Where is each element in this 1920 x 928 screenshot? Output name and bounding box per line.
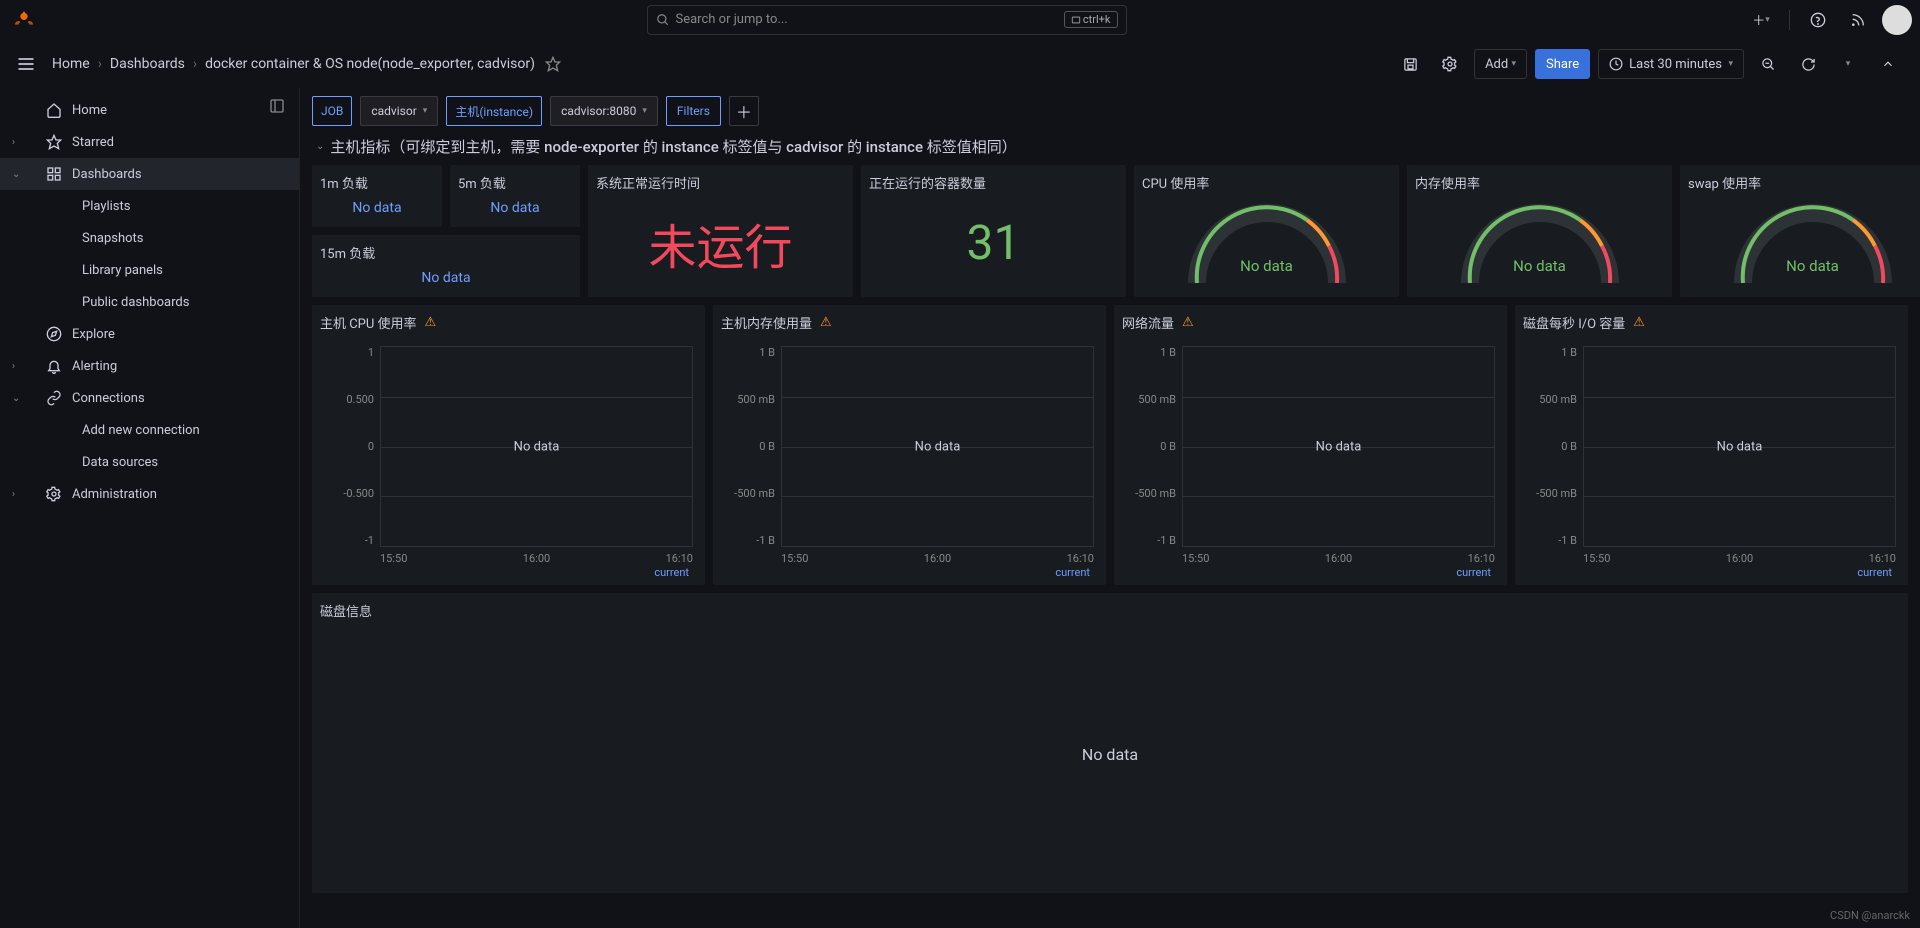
chart-legend[interactable]: current <box>1857 566 1892 579</box>
sidebar: Home›Starred⌄DashboardsPlaylistsSnapshot… <box>0 88 300 928</box>
main-content: JOB cadvisor▾ 主机(instance) cadvisor:8080… <box>300 88 1920 928</box>
refresh-dropdown[interactable]: ▾ <box>1832 48 1864 80</box>
link-icon <box>46 390 64 406</box>
sidebar-item-data-sources[interactable]: Data sources <box>0 446 299 478</box>
settings-icon[interactable] <box>1434 48 1466 80</box>
time-range-picker[interactable]: Last 30 minutes ▾ <box>1598 49 1744 79</box>
sidebar-item-library-panels[interactable]: Library panels <box>0 254 299 286</box>
star-icon <box>46 134 64 150</box>
var-host-dropdown[interactable]: cadvisor:8080▾ <box>550 96 658 126</box>
sidebar-item-connections[interactable]: ⌄Connections <box>0 382 299 414</box>
breadcrumb-current[interactable]: docker container & OS node(node_exporter… <box>205 56 535 72</box>
panel-mem-gauge[interactable]: 内存使用率 No data <box>1407 165 1672 297</box>
panel-uptime[interactable]: 系统正常运行时间 未运行 <box>588 165 853 297</box>
chart-legend[interactable]: current <box>1055 566 1090 579</box>
gear-icon <box>46 486 64 502</box>
sidebar-item-add-new-connection[interactable]: Add new connection <box>0 414 299 446</box>
var-job-label: JOB <box>312 96 352 126</box>
kbd-hint: ctrl+k <box>1064 11 1118 28</box>
zoom-out-icon[interactable] <box>1752 48 1784 80</box>
apps-icon <box>46 166 64 182</box>
sidebar-item-public-dashboards[interactable]: Public dashboards <box>0 286 299 318</box>
divider <box>1789 10 1790 30</box>
panel-running[interactable]: 正在运行的容器数量 31 <box>861 165 1126 297</box>
add-button[interactable]: Add ▾ <box>1474 49 1527 79</box>
panel-cpu-gauge[interactable]: CPU 使用率 No data <box>1134 165 1399 297</box>
var-filters[interactable]: Filters <box>666 96 721 126</box>
refresh-icon[interactable] <box>1792 48 1824 80</box>
search-placeholder: Search or jump to... <box>676 12 1064 27</box>
compass-icon <box>46 326 64 342</box>
grafana-logo[interactable] <box>8 4 40 36</box>
topbar: Search or jump to... ctrl+k ＋▾ <box>0 0 1920 40</box>
panel-load5[interactable]: 5m 负载 No data <box>450 165 580 227</box>
var-host-label: 主机(instance) <box>446 96 542 126</box>
panel-load15[interactable]: 15m 负载 No data <box>312 235 580 297</box>
chart-legend[interactable]: current <box>1456 566 1491 579</box>
share-button[interactable]: Share <box>1535 49 1590 79</box>
sidebar-item-explore[interactable]: Explore <box>0 318 299 350</box>
star-icon[interactable] <box>545 56 561 72</box>
chart-panel-3[interactable]: 磁盘每秒 I/O 容量⚠1 B500 mB0 B-500 mB-1 BNo da… <box>1515 305 1908 585</box>
chart-legend[interactable]: current <box>654 566 689 579</box>
variable-row: JOB cadvisor▾ 主机(instance) cadvisor:8080… <box>312 96 1908 126</box>
warning-icon: ⚠ <box>1182 315 1194 330</box>
sidebar-item-snapshots[interactable]: Snapshots <box>0 222 299 254</box>
help-icon[interactable] <box>1802 4 1834 36</box>
sidebar-item-playlists[interactable]: Playlists <box>0 190 299 222</box>
sidebar-item-starred[interactable]: ›Starred <box>0 126 299 158</box>
home-icon <box>46 102 64 118</box>
plus-icon[interactable]: ＋▾ <box>1745 4 1777 36</box>
warning-icon: ⚠ <box>820 315 832 330</box>
avatar[interactable] <box>1882 5 1912 35</box>
panel-swap-gauge[interactable]: swap 使用率 No data <box>1680 165 1920 297</box>
breadcrumb-home[interactable]: Home <box>52 56 90 72</box>
warning-icon: ⚠ <box>425 315 437 330</box>
save-icon[interactable] <box>1394 48 1426 80</box>
chart-panel-0[interactable]: 主机 CPU 使用率⚠10.5000-0.500-1No data15:5016… <box>312 305 705 585</box>
watermark: CSDN @anarckk <box>1830 909 1910 922</box>
warning-icon: ⚠ <box>1633 315 1645 330</box>
sidebar-item-alerting[interactable]: ›Alerting <box>0 350 299 382</box>
chart-panel-1[interactable]: 主机内存使用量⚠1 B500 mB0 B-500 mB-1 BNo data15… <box>713 305 1106 585</box>
var-job-dropdown[interactable]: cadvisor▾ <box>360 96 438 126</box>
menu-toggle-icon[interactable] <box>16 52 40 76</box>
chart-panel-2[interactable]: 网络流量⚠1 B500 mB0 B-500 mB-1 BNo data15:50… <box>1114 305 1507 585</box>
panel-load1[interactable]: 1m 负载 No data <box>312 165 442 227</box>
section-row-title[interactable]: ⌄主机指标（可绑定到主机，需要 node-exporter 的 instance… <box>316 136 1908 157</box>
breadcrumb-dashboards[interactable]: Dashboards <box>110 56 185 72</box>
var-add-filter[interactable]: ＋ <box>729 96 759 126</box>
sidebar-item-dashboards[interactable]: ⌄Dashboards <box>0 158 299 190</box>
bell-icon <box>46 358 64 374</box>
search-input[interactable]: Search or jump to... ctrl+k <box>647 5 1127 35</box>
sidebar-item-home[interactable]: Home <box>0 94 299 126</box>
rss-icon[interactable] <box>1842 4 1874 36</box>
subbar: Home › Dashboards › docker container & O… <box>0 40 1920 88</box>
panel-disk-info[interactable]: 磁盘信息 No data <box>312 593 1908 893</box>
sidebar-item-administration[interactable]: ›Administration <box>0 478 299 510</box>
collapse-icon[interactable] <box>1872 48 1904 80</box>
breadcrumb: Home › Dashboards › docker container & O… <box>52 56 535 72</box>
